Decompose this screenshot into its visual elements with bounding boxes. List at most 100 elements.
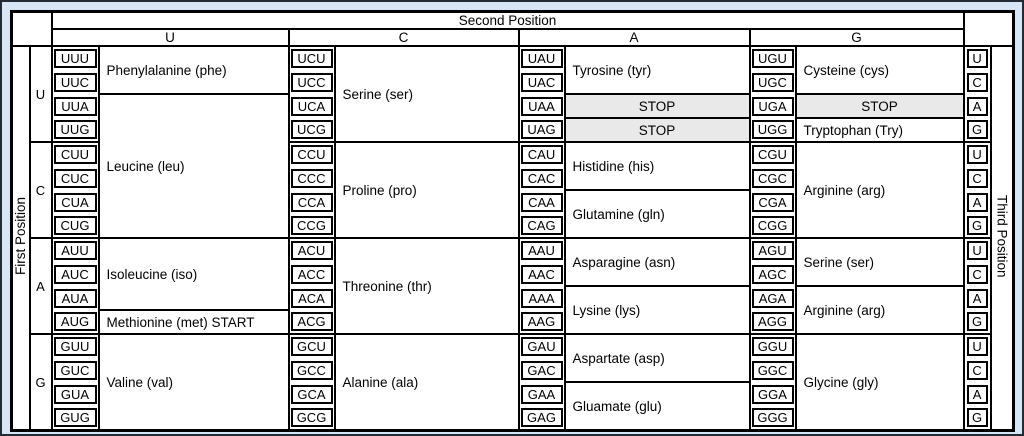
- amino-serine-u: Serine (ser): [333, 45, 520, 143]
- codon-label: AAA: [520, 288, 563, 308]
- codon-cell: AUA: [50, 286, 100, 310]
- codon-label: AUC: [53, 264, 97, 284]
- column-header-c: C: [287, 28, 520, 47]
- amino-isoleucine: Isoleucine (iso): [97, 237, 290, 311]
- codon-label: UGA: [751, 96, 794, 116]
- codon-cell: GUC: [50, 358, 100, 382]
- codon-label: UUC: [53, 72, 97, 92]
- third-letter: G: [966, 312, 988, 331]
- codon-label: GCU: [290, 337, 333, 356]
- codon-cell: UCA: [287, 94, 336, 118]
- codon-label: ACG: [290, 312, 333, 331]
- codon-label: UCC: [290, 72, 333, 92]
- codon-label: AAG: [520, 312, 563, 331]
- column-header-g: G: [748, 28, 965, 47]
- corner-cell-left: [10, 10, 53, 47]
- codon-cell: GCA: [287, 382, 336, 406]
- codon-label: ACA: [290, 288, 333, 308]
- codon-cell: GAA: [517, 382, 566, 406]
- codon-cell: GCU: [287, 334, 336, 358]
- third-letter: U: [966, 145, 988, 164]
- codon-label: CAA: [520, 192, 563, 212]
- amino-leucine: Leucine (leu): [97, 93, 290, 239]
- codon-label: AGU: [751, 241, 794, 260]
- third-letter-cell: G: [962, 406, 992, 431]
- codon-cell: UAG: [517, 118, 566, 143]
- codon-label: CUG: [53, 216, 97, 235]
- third-letter: C: [966, 264, 988, 284]
- third-letter-cell: G: [962, 310, 992, 335]
- codon-label: CAU: [520, 145, 563, 164]
- codon-cell: UAU: [517, 46, 566, 70]
- codon-cell: GUU: [50, 334, 100, 358]
- amino-tyrosine: Tyrosine (tyr): [563, 45, 751, 95]
- codon-label: AGG: [751, 312, 794, 331]
- amino-serine-a: Serine (ser): [794, 237, 965, 287]
- codon-cell: GUA: [50, 382, 100, 406]
- codon-label: AGC: [751, 264, 794, 284]
- third-letter: A: [966, 96, 988, 116]
- codon-label: UUU: [53, 49, 97, 68]
- codon-cell: CUC: [50, 166, 100, 190]
- codon-label: GCA: [290, 384, 333, 404]
- amino-proline: Proline (pro): [333, 141, 520, 239]
- third-letter-cell: U: [962, 142, 992, 166]
- codon-cell: UGC: [748, 70, 797, 94]
- codon-label: UGU: [751, 49, 794, 68]
- third-letter: C: [966, 360, 988, 380]
- codon-cell: GCG: [287, 406, 336, 431]
- codon-cell: AAU: [517, 238, 566, 262]
- codon-cell: UUU: [50, 46, 100, 70]
- codon-cell: GGU: [748, 334, 797, 358]
- codon-cell: UGG: [748, 118, 797, 143]
- third-letter: A: [966, 384, 988, 404]
- codon-label: UAG: [520, 120, 563, 139]
- stop-cell-uaa: STOP: [563, 93, 751, 119]
- codon-cell: ACG: [287, 310, 336, 335]
- amino-histidine: Histidine (his): [563, 141, 751, 191]
- codon-cell: ACU: [287, 238, 336, 262]
- stop-cell-uga: STOP: [794, 93, 965, 119]
- codon-label: AUG: [53, 312, 97, 331]
- codon-label: UCA: [290, 96, 333, 116]
- third-letter: G: [966, 408, 988, 427]
- amino-arginine-a: Arginine (arg): [794, 285, 965, 335]
- third-letter: U: [966, 49, 988, 68]
- third-letter: U: [966, 241, 988, 260]
- codon-cell: AAC: [517, 262, 566, 286]
- codon-cell: AUC: [50, 262, 100, 286]
- codon-label: UUA: [53, 96, 97, 116]
- codon-label: AGA: [751, 288, 794, 308]
- codon-cell: CCU: [287, 142, 336, 166]
- first-letter-c: C: [28, 141, 53, 239]
- codon-label: GUG: [53, 408, 97, 427]
- codon-label: CCU: [290, 145, 333, 164]
- third-letter: U: [966, 337, 988, 356]
- codon-cell: AGC: [748, 262, 797, 286]
- codon-label: UCU: [290, 49, 333, 68]
- codon-cell: CCA: [287, 190, 336, 214]
- codon-cell: GAG: [517, 406, 566, 431]
- codon-label: UAC: [520, 72, 563, 92]
- codon-cell: UUA: [50, 94, 100, 118]
- third-letter-cell: U: [962, 238, 992, 262]
- codon-label: CCG: [290, 216, 333, 235]
- codon-label: GGC: [751, 360, 794, 380]
- codon-label: CGC: [751, 168, 794, 188]
- amino-arginine-c: Arginine (arg): [794, 141, 965, 239]
- codon-label: UCG: [290, 120, 333, 139]
- codon-cell: CAA: [517, 190, 566, 214]
- codon-label: CUU: [53, 145, 97, 164]
- codon-cell: ACC: [287, 262, 336, 286]
- corner-cell-right: [962, 10, 1015, 47]
- codon-label: CAG: [520, 216, 563, 235]
- codon-cell: AAA: [517, 286, 566, 310]
- codon-label: GUA: [53, 384, 97, 404]
- codon-label: GAC: [520, 360, 563, 380]
- amino-asparagine: Asparagine (asn): [563, 237, 751, 287]
- codon-label: GAG: [520, 408, 563, 427]
- codon-cell: UUC: [50, 70, 100, 94]
- codon-cell: GGG: [748, 406, 797, 431]
- codon-label: CGG: [751, 216, 794, 235]
- codon-cell: CCG: [287, 214, 336, 239]
